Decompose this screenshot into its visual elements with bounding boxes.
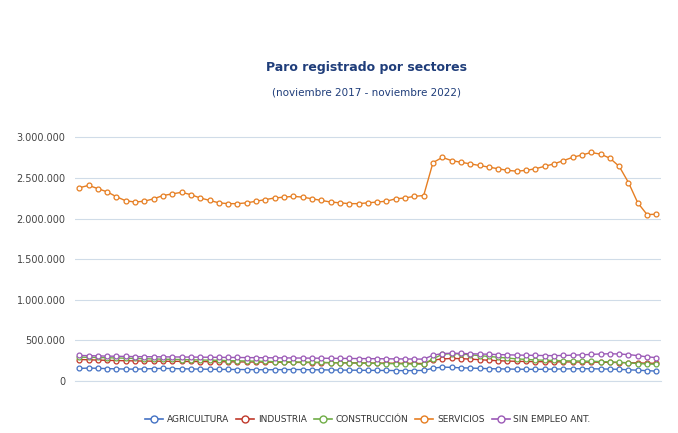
INDUSTRIA	[494, 358, 502, 363]
SIN EMPLEO ANT.	[75, 353, 83, 358]
SIN EMPLEO ANT.	[494, 352, 502, 357]
INDUSTRIA	[75, 357, 83, 362]
SIN EMPLEO ANT.	[447, 351, 456, 356]
CONSTRUCCIÓN	[363, 361, 372, 366]
Line: SERVICIOS: SERVICIOS	[77, 150, 659, 217]
CONSTRUCCIÓN	[252, 359, 260, 364]
SERVICIOS	[75, 185, 83, 191]
SERVICIOS	[252, 199, 260, 204]
SIN EMPLEO ANT.	[233, 355, 241, 360]
CONSTRUCCIÓN	[447, 351, 456, 356]
Line: CONSTRUCCIÓN: CONSTRUCCIÓN	[77, 351, 659, 367]
INDUSTRIA	[447, 356, 456, 361]
SIN EMPLEO ANT.	[420, 356, 428, 362]
SERVICIOS	[475, 163, 483, 168]
SERVICIOS	[634, 200, 642, 205]
AGRICULTURA	[233, 367, 241, 372]
SERVICIOS	[652, 212, 660, 217]
SIN EMPLEO ANT.	[652, 355, 660, 360]
SERVICIOS	[363, 200, 372, 205]
Line: SIN EMPLEO ANT.: SIN EMPLEO ANT.	[77, 351, 659, 362]
CONSTRUCCIÓN	[652, 362, 660, 367]
INDUSTRIA	[643, 361, 651, 366]
SERVICIOS	[643, 212, 651, 217]
Legend: AGRICULTURA, INDUSTRIA, CONSTRUCCIÓN, SERVICIOS, SIN EMPLEO ANT.: AGRICULTURA, INDUSTRIA, CONSTRUCCIÓN, SE…	[141, 411, 595, 428]
SIN EMPLEO ANT.	[345, 356, 353, 361]
AGRICULTURA	[652, 368, 660, 374]
Text: Paro registrado por sectores: Paro registrado por sectores	[266, 61, 466, 74]
INDUSTRIA	[345, 360, 353, 365]
AGRICULTURA	[363, 368, 372, 373]
AGRICULTURA	[252, 367, 260, 372]
AGRICULTURA	[485, 366, 493, 371]
SERVICIOS	[345, 201, 353, 206]
CONSTRUCCIÓN	[233, 358, 241, 363]
INDUSTRIA	[363, 360, 372, 365]
Text: Evolución del paro por sectores: Evolución del paro por sectores	[165, 13, 513, 33]
INDUSTRIA	[233, 359, 241, 365]
CONSTRUCCIÓN	[345, 360, 353, 365]
AGRICULTURA	[643, 368, 651, 373]
SIN EMPLEO ANT.	[252, 355, 260, 360]
AGRICULTURA	[345, 368, 353, 373]
INDUSTRIA	[252, 359, 260, 365]
CONSTRUCCIÓN	[485, 354, 493, 359]
INDUSTRIA	[652, 361, 660, 366]
Line: AGRICULTURA: AGRICULTURA	[77, 365, 659, 374]
Text: (noviembre 2017 - noviembre 2022): (noviembre 2017 - noviembre 2022)	[272, 88, 460, 98]
SIN EMPLEO ANT.	[643, 354, 651, 359]
AGRICULTURA	[438, 365, 446, 370]
CONSTRUCCIÓN	[75, 355, 83, 360]
AGRICULTURA	[75, 366, 83, 371]
CONSTRUCCIÓN	[643, 362, 651, 367]
SIN EMPLEO ANT.	[363, 356, 372, 361]
Line: INDUSTRIA: INDUSTRIA	[77, 356, 659, 366]
SERVICIOS	[587, 150, 595, 155]
INDUSTRIA	[420, 361, 428, 366]
SERVICIOS	[233, 201, 241, 206]
